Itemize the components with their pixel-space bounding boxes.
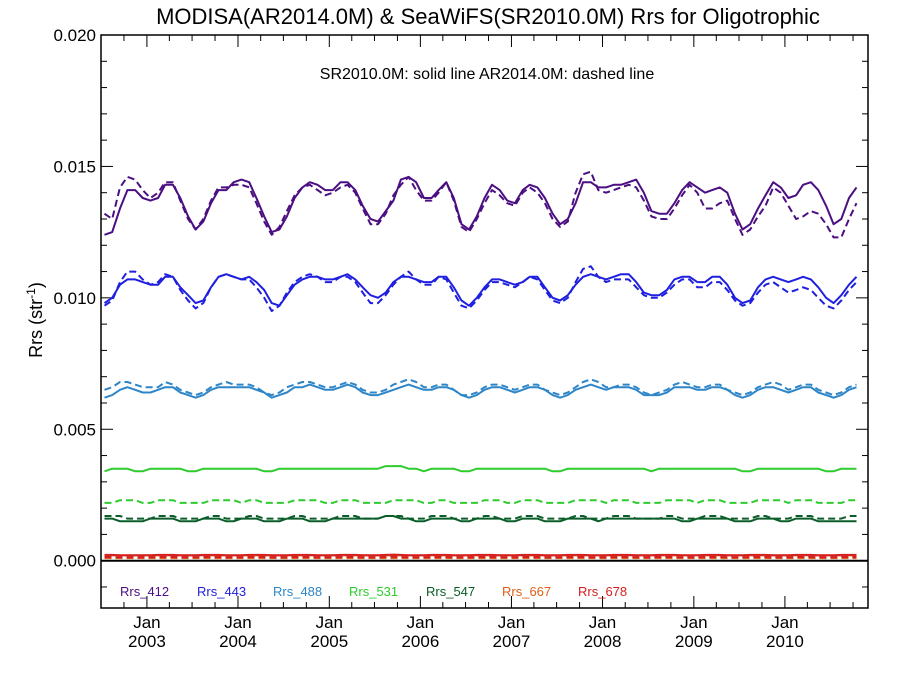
- y-tick-label: 0.005: [53, 420, 96, 439]
- y-tick-label: 0.010: [53, 289, 96, 308]
- plot-frame: [100, 34, 869, 609]
- series-line-rrs-531-dashed: [104, 499, 857, 504]
- series-layer: [103, 170, 858, 560]
- series-line-rrs-678-solid: [104, 553, 857, 557]
- legend-entry-rrs-678: Rrs_678: [578, 584, 627, 599]
- x-tick-year: 2010: [766, 632, 804, 651]
- y-tick-label: 0.015: [53, 157, 96, 176]
- series-line-rrs-488-dashed: [104, 378, 857, 397]
- y-axis-label: Rrs (str-1): [24, 282, 46, 358]
- legend-entry-rrs-531: Rrs_531: [349, 584, 398, 599]
- x-tick-year: 2009: [675, 632, 713, 651]
- series-line-rrs-412-dashed: [103, 170, 858, 239]
- x-tick-year: 2007: [493, 632, 531, 651]
- x-tick-year: 2008: [584, 632, 622, 651]
- legend-entry-rrs-667: Rrs_667: [502, 584, 551, 599]
- series-line-rrs-547-solid: [104, 515, 857, 523]
- line-style-note: SR2010.0M: solid line AR2014.0M: dashed …: [320, 66, 655, 83]
- legend-entry-rrs-443: Rrs_443: [197, 584, 246, 599]
- x-tick-month: Jan: [224, 613, 251, 632]
- series-line-rrs-412-solid: [104, 175, 858, 236]
- y-tick-label: 0.020: [53, 26, 96, 45]
- series-line-rrs-443-dashed: [103, 265, 858, 312]
- y-axis: 0.000 0.005 0.010 0.015 0.020: [53, 26, 868, 588]
- series-line-rrs-443-solid: [103, 273, 858, 307]
- legend-entry-rrs-488: Rrs_488: [273, 584, 322, 599]
- x-axis: Jan2003Jan2004Jan2005Jan2006Jan2007Jan20…: [100, 35, 854, 651]
- y-axis-label-superscript: -1: [24, 288, 38, 299]
- legend: Rrs_412 Rrs_443 Rrs_488 Rrs_531 Rrs_547 Rrs_6…: [120, 584, 627, 599]
- x-tick-year: 2004: [219, 632, 257, 651]
- series-line-rrs-547-dashed: [104, 515, 857, 520]
- x-tick-month: Jan: [771, 613, 798, 632]
- legend-entry-rrs-412: Rrs_412: [120, 584, 169, 599]
- x-tick-year: 2003: [128, 632, 166, 651]
- legend-entry-rrs-547: Rrs_547: [426, 584, 475, 599]
- y-axis-label-main: Rrs (str: [26, 299, 46, 358]
- x-tick-month: Jan: [316, 613, 343, 632]
- chart-title: MODISA(AR2014.0M) & SeaWiFS(SR2010.0M) R…: [156, 4, 820, 29]
- series-line-rrs-488-solid: [104, 383, 857, 399]
- x-tick-month: Jan: [407, 613, 434, 632]
- x-tick-month: Jan: [133, 613, 160, 632]
- x-tick-month: Jan: [589, 613, 616, 632]
- x-tick-year: 2005: [310, 632, 348, 651]
- x-tick-month: Jan: [498, 613, 525, 632]
- y-axis-label-close: ): [26, 282, 46, 288]
- series-line-rrs-531-solid: [104, 465, 857, 473]
- series-line-rrs-678-dashed: [104, 555, 857, 559]
- x-tick-month: Jan: [680, 613, 707, 632]
- y-tick-label: 0.000: [53, 552, 96, 571]
- x-tick-year: 2006: [401, 632, 439, 651]
